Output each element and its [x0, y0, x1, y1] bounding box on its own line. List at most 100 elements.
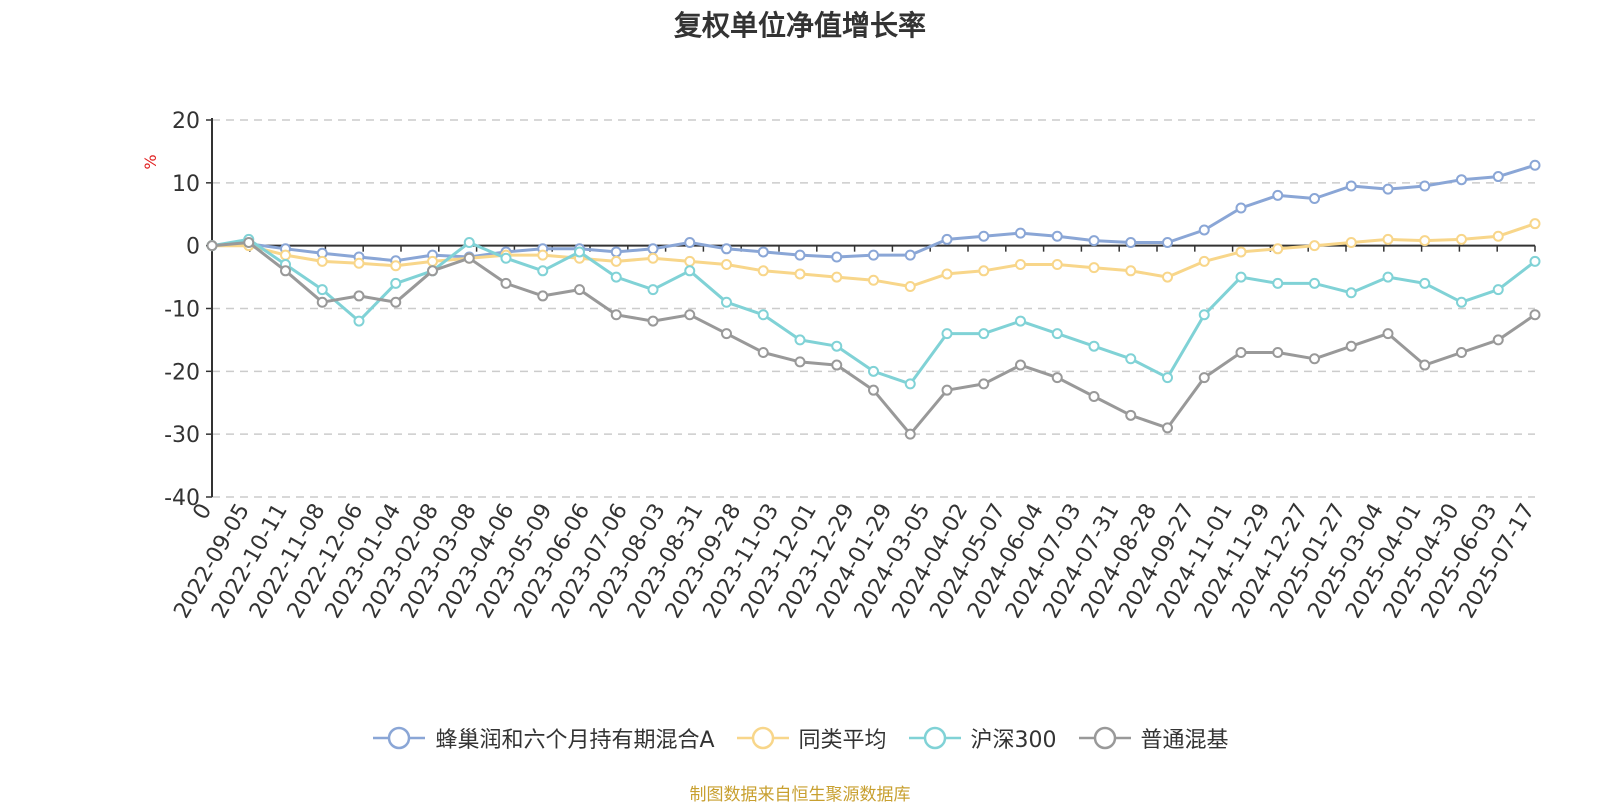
data-point [1162, 271, 1173, 283]
data-point [757, 309, 769, 321]
data-point [1382, 328, 1394, 340]
y-tick-label: 0 [186, 235, 200, 260]
data-point [316, 284, 328, 296]
data-point [1309, 277, 1320, 289]
data-point [1345, 237, 1357, 249]
data-point [390, 296, 402, 308]
data-point [1382, 183, 1394, 195]
data-point [1309, 193, 1320, 205]
data-point [647, 284, 659, 296]
data-point [1051, 328, 1063, 340]
axes: -40-30-20-100102002022-09-052022-10-1120… [164, 109, 1540, 623]
data-point [757, 246, 769, 258]
data-point [353, 290, 365, 302]
data-point [243, 237, 255, 249]
data-point [610, 309, 622, 321]
data-point [868, 274, 879, 286]
data-point [1125, 409, 1137, 421]
data-point [1125, 353, 1137, 365]
legend-marker-icon [736, 726, 789, 750]
data-point [831, 340, 843, 352]
data-point [1456, 233, 1467, 245]
data-point [316, 296, 328, 308]
data-point [757, 346, 769, 358]
legend-label: 普通混基 [1140, 728, 1229, 753]
data-point [831, 271, 843, 283]
data-point [978, 230, 990, 242]
legend-item[interactable]: 沪深300 [907, 722, 1057, 754]
legend-label: 蜂巢润和六个月持有期混合A [435, 728, 715, 753]
data-point [1088, 262, 1100, 274]
y-tick-label: -40 [164, 486, 200, 511]
data-point [1345, 287, 1357, 299]
data-point [868, 384, 879, 396]
data-point [574, 246, 585, 258]
data-point [1492, 171, 1504, 183]
data-point [684, 255, 696, 267]
data-point [941, 268, 953, 280]
data-point [1272, 243, 1284, 255]
data-point [500, 252, 512, 264]
data-point [1309, 240, 1320, 252]
legend-marker-icon [908, 726, 961, 750]
data-point [1198, 255, 1210, 267]
data-point [794, 268, 806, 280]
data-point [1051, 230, 1063, 242]
series-line-3 [211, 237, 1536, 386]
data-point [610, 271, 622, 283]
data-point [1382, 233, 1394, 245]
data-point [1088, 235, 1100, 247]
data-point [831, 359, 843, 371]
data-point [1015, 359, 1026, 371]
data-point [647, 243, 659, 255]
data-point [757, 265, 769, 277]
data-point [610, 246, 622, 258]
data-point [1235, 271, 1247, 283]
data-point [941, 384, 953, 396]
data-point [684, 309, 696, 321]
data-point [1309, 353, 1320, 365]
chart-title: 复权单位净值增长率 [673, 9, 926, 42]
data-point [390, 277, 402, 289]
data-point [941, 233, 953, 245]
data-point [978, 265, 990, 277]
data-point [1529, 309, 1541, 321]
data-point [721, 328, 732, 340]
data-point [647, 252, 659, 264]
source-note: 制图数据来自恒生聚源数据库 [689, 785, 911, 805]
data-point [1529, 218, 1541, 230]
data-point [1272, 189, 1284, 201]
data-point [316, 255, 328, 267]
data-point [1456, 296, 1467, 308]
data-point [1419, 235, 1431, 247]
legend-marker-icon [1078, 726, 1131, 750]
data-point [1162, 237, 1173, 249]
data-point [1198, 309, 1210, 321]
legend-item[interactable]: 普通混基 [1077, 722, 1229, 754]
data-point [1235, 246, 1247, 258]
data-point [647, 315, 659, 327]
data-point [794, 249, 806, 261]
data-point [1419, 180, 1431, 192]
data-point [1235, 202, 1247, 214]
legend-item[interactable]: 蜂巢润和六个月持有期混合A [371, 722, 715, 754]
data-point [1051, 259, 1063, 271]
data-point [1125, 265, 1137, 277]
data-point [684, 237, 696, 249]
line-chart: -40-30-20-100102002022-09-052022-10-1120… [141, 109, 1541, 623]
data-point [904, 428, 916, 440]
grid-lines [212, 119, 1535, 498]
legend-item[interactable]: 同类平均 [735, 722, 887, 754]
data-point [1345, 180, 1357, 192]
y-tick-label: 10 [172, 172, 200, 197]
data-point [904, 378, 916, 390]
data-point [427, 255, 438, 267]
data-point [574, 284, 585, 296]
legend-marker-icon [373, 726, 426, 750]
data-point [280, 249, 291, 261]
data-point [721, 243, 732, 255]
data-point [427, 265, 438, 277]
data-point [904, 281, 916, 293]
data-point [353, 315, 365, 327]
legend: 蜂巢润和六个月持有期混合A 同类平均 沪深300 普通混基 [0, 722, 1600, 754]
